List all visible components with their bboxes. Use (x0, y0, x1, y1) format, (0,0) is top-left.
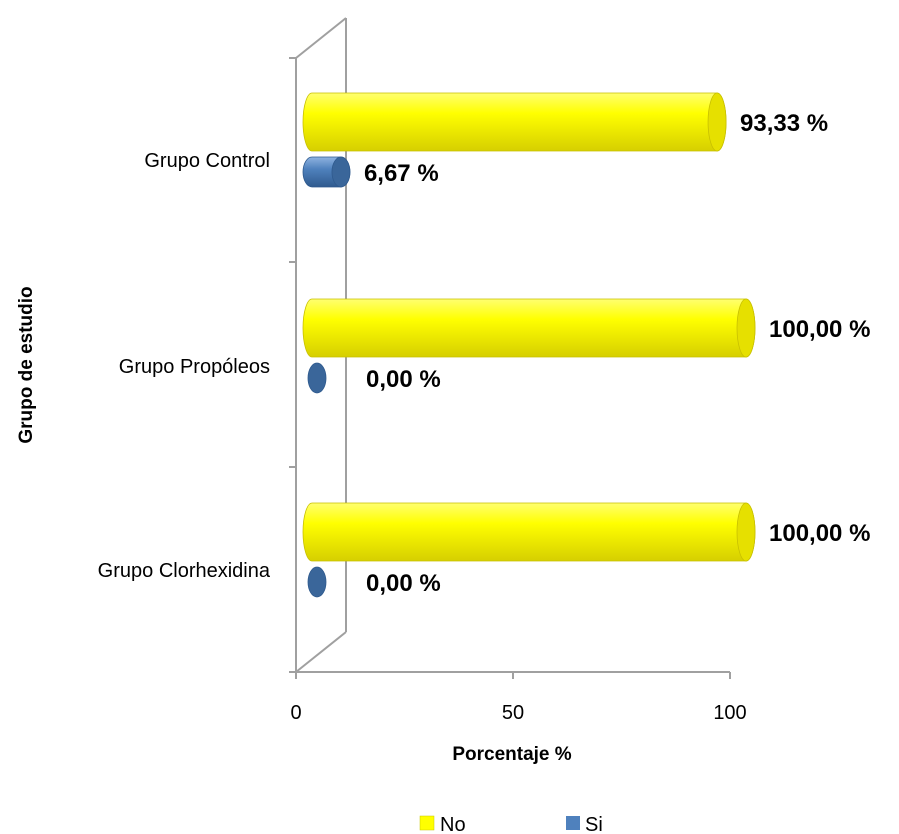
category-label: Grupo Clorhexidina (98, 560, 271, 582)
bar-no (302, 502, 756, 562)
frame-bottom-diagonal (295, 631, 347, 673)
legend-swatch-no (419, 815, 435, 831)
x-tick-label: 100 (713, 702, 746, 724)
data-label-no: 100,00 % (769, 316, 870, 343)
data-label-si: 0,00 % (366, 366, 441, 393)
data-label-si: 0,00 % (366, 570, 441, 597)
category-label: Grupo Propóleos (119, 356, 270, 378)
bars-layer (302, 92, 756, 598)
x-tick-label: 50 (502, 702, 524, 724)
legend: No Si (419, 814, 603, 834)
bar-body (302, 92, 727, 152)
x-tick-label: 0 (290, 702, 301, 724)
bar-si (302, 156, 351, 188)
legend-label-si: Si (585, 814, 603, 834)
x-axis-title: Porcentaje % (452, 744, 571, 765)
bar-si (307, 566, 327, 598)
data-label-si: 6,67 % (364, 160, 439, 187)
legend-swatch-si (566, 816, 580, 830)
category-label: Grupo Control (144, 150, 270, 172)
bar-body (302, 298, 756, 358)
bar-body (302, 502, 756, 562)
bar-no (302, 92, 727, 152)
legend-label-no: No (440, 814, 466, 834)
y-axis-title: Grupo de estudio (16, 286, 37, 443)
frame-top-diagonal (295, 17, 347, 59)
bar-si (307, 362, 327, 394)
data-label-no: 93,33 % (740, 110, 828, 137)
bar-no (302, 298, 756, 358)
bar-end-cap (707, 92, 727, 152)
bar-end-cap (331, 156, 351, 188)
bar-zero-cap (307, 362, 327, 394)
data-label-no: 100,00 % (769, 520, 870, 547)
bar-end-cap (736, 502, 756, 562)
bar-end-cap (736, 298, 756, 358)
labels-layer: Grupo Control 93,33 % 6,67 % Grupo Propóleo… (98, 110, 871, 724)
bar-zero-cap (307, 566, 327, 598)
